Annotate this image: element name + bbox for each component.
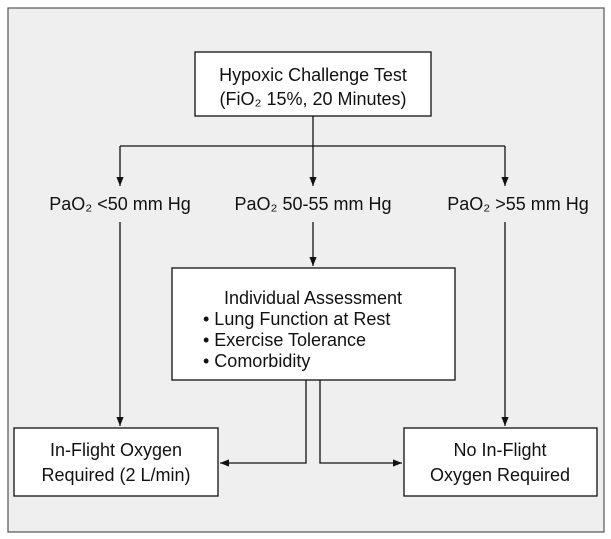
node-box — [13, 427, 219, 497]
node-text: Individual Assessment — [224, 288, 402, 308]
node-box — [194, 51, 432, 117]
node-text: • Lung Function at Rest — [203, 309, 390, 329]
node-box — [171, 267, 456, 381]
node-text: (FiO₂ 15%, 20 Minutes) — [219, 89, 406, 109]
node-text: Oxygen Required — [430, 465, 570, 485]
node-box — [403, 427, 598, 497]
connectors — [116, 116, 509, 467]
arrow — [319, 380, 402, 467]
node-text: Hypoxic Challenge Test — [219, 65, 407, 85]
branch-label: PaO₂ <50 mm Hg — [49, 194, 191, 214]
node-text: In-Flight Oxygen — [50, 440, 182, 460]
node-text: • Comorbidity — [203, 351, 310, 371]
node-text: Required (2 L/min) — [41, 465, 190, 485]
node-text: No In-Flight — [453, 440, 546, 460]
branch-label: PaO₂ 50-55 mm Hg — [234, 194, 391, 214]
branch-label: PaO₂ >55 mm Hg — [447, 194, 589, 214]
node-text: • Exercise Tolerance — [203, 330, 366, 350]
arrow — [220, 380, 307, 467]
